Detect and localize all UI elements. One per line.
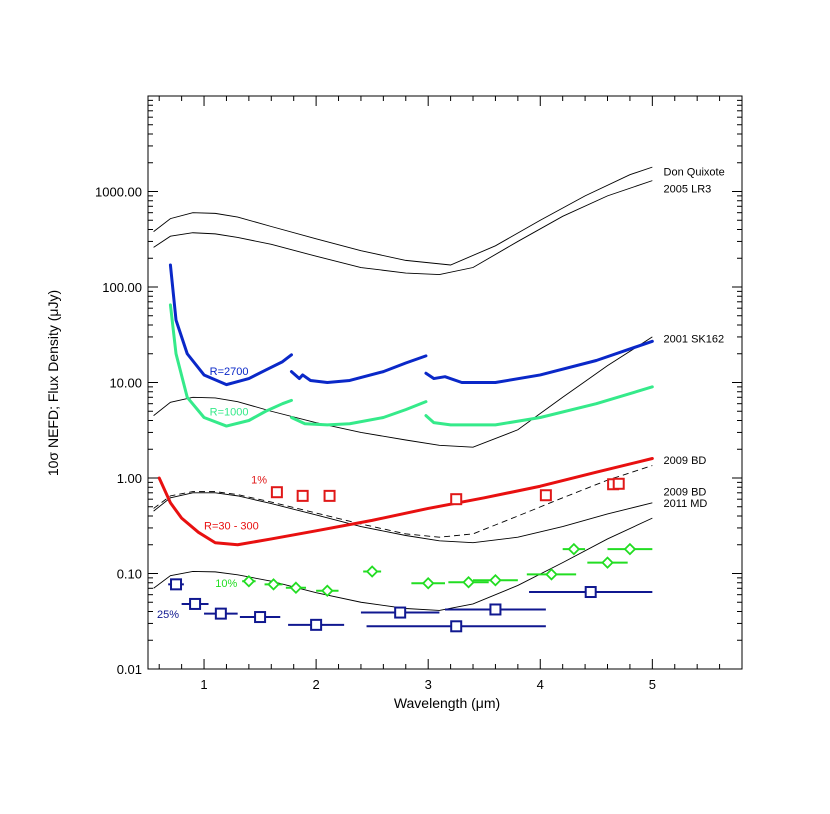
y-tick-label: 0.01 <box>117 662 142 677</box>
data-point-diamond <box>601 556 614 569</box>
data-point-square <box>214 607 227 620</box>
sensitivity-line-r-1000 <box>289 400 428 427</box>
model-curve-2011-md <box>153 517 653 611</box>
y-tick-label: 10.00 <box>109 376 142 391</box>
model-curves <box>153 166 653 611</box>
data-point-square <box>296 489 309 502</box>
y-axis-title: 10σ NEFD; Flux Density (μJy) <box>45 290 61 476</box>
data-point-diamond <box>267 578 280 591</box>
sensitivity-line-r-2700 <box>289 354 428 384</box>
data-point-diamond <box>421 577 435 590</box>
data-point-diamond <box>567 542 581 556</box>
data-point-diamond <box>242 574 256 588</box>
data-point-square <box>450 620 463 633</box>
sensitivity-line-r-2700 <box>424 339 654 384</box>
x-tick-label: 2 <box>312 677 319 692</box>
sensitivity-line-r-1000 <box>424 385 654 427</box>
x-tick-label: 1 <box>200 677 207 692</box>
data-point-diamond <box>365 565 379 578</box>
data-point-square <box>189 597 202 610</box>
point-series-label: 1% <box>251 474 267 486</box>
data-point-diamond <box>289 581 303 594</box>
data-point-square <box>489 603 502 616</box>
data-point-square <box>539 489 552 502</box>
data-point-square <box>584 586 597 599</box>
model-curve-2005-lr3 <box>153 180 653 276</box>
data-point-square <box>310 618 323 631</box>
sensitivity-line-r-2700 <box>168 263 293 387</box>
data-point-diamond <box>545 568 558 581</box>
sensitivity-line-r-30-300 <box>157 457 654 547</box>
data-point-square <box>323 489 336 502</box>
sensitivity-line-r-1000 <box>168 303 293 428</box>
data-point-square <box>612 477 625 490</box>
y-tick-label: 1000.00 <box>95 185 142 200</box>
x-tick-label: 3 <box>425 677 432 692</box>
y-tick-label: 1.00 <box>117 471 142 486</box>
model-curve-don-quixote <box>153 166 653 266</box>
model-curve-label: Don Quixote <box>664 167 725 179</box>
x-axis-title: Wavelength (μm) <box>394 695 500 711</box>
model-curve-label: 2001 SK162 <box>664 333 725 345</box>
model-curve-label: 2005 LR3 <box>664 184 712 196</box>
sensitivity-label: R=2700 <box>210 366 249 378</box>
point-series <box>168 477 653 633</box>
data-point-square <box>394 606 407 619</box>
data-point-diamond <box>462 575 475 589</box>
sensitivity-series <box>157 263 654 547</box>
y-tick-label: 100.00 <box>102 280 142 295</box>
y-tick-label: 0.10 <box>117 567 142 582</box>
data-point-square <box>254 611 267 624</box>
data-point-diamond <box>623 542 637 556</box>
point-series-label: 25% <box>157 609 179 621</box>
data-point-diamond <box>489 573 502 587</box>
data-point-square <box>170 578 183 591</box>
annotations: Don Quixote 2005 LR3 2001 SK162 2009 BD 2009… <box>157 167 725 622</box>
sensitivity-label: R=1000 <box>210 407 249 419</box>
model-curve-label: 2011 MD <box>664 498 708 510</box>
data-point-diamond <box>321 584 334 598</box>
model-curve-label: 2009 BD <box>664 487 707 499</box>
model-curve-2009-bd-solid- <box>153 492 653 544</box>
x-tick-label: 5 <box>649 677 656 692</box>
data-point-square <box>270 486 283 499</box>
axes: 1 2 3 4 5 0.01 0.10 1.00 10.00 100.00 1000.00 <box>95 96 743 692</box>
data-point-square <box>450 493 463 506</box>
model-curve-2001-sk162 <box>153 336 653 448</box>
point-series-label: 10% <box>215 578 237 590</box>
sensitivity-label: R=30 - 300 <box>204 520 259 532</box>
model-curve-label: 2009 BD <box>664 455 707 467</box>
x-tick-label: 4 <box>537 677 544 692</box>
